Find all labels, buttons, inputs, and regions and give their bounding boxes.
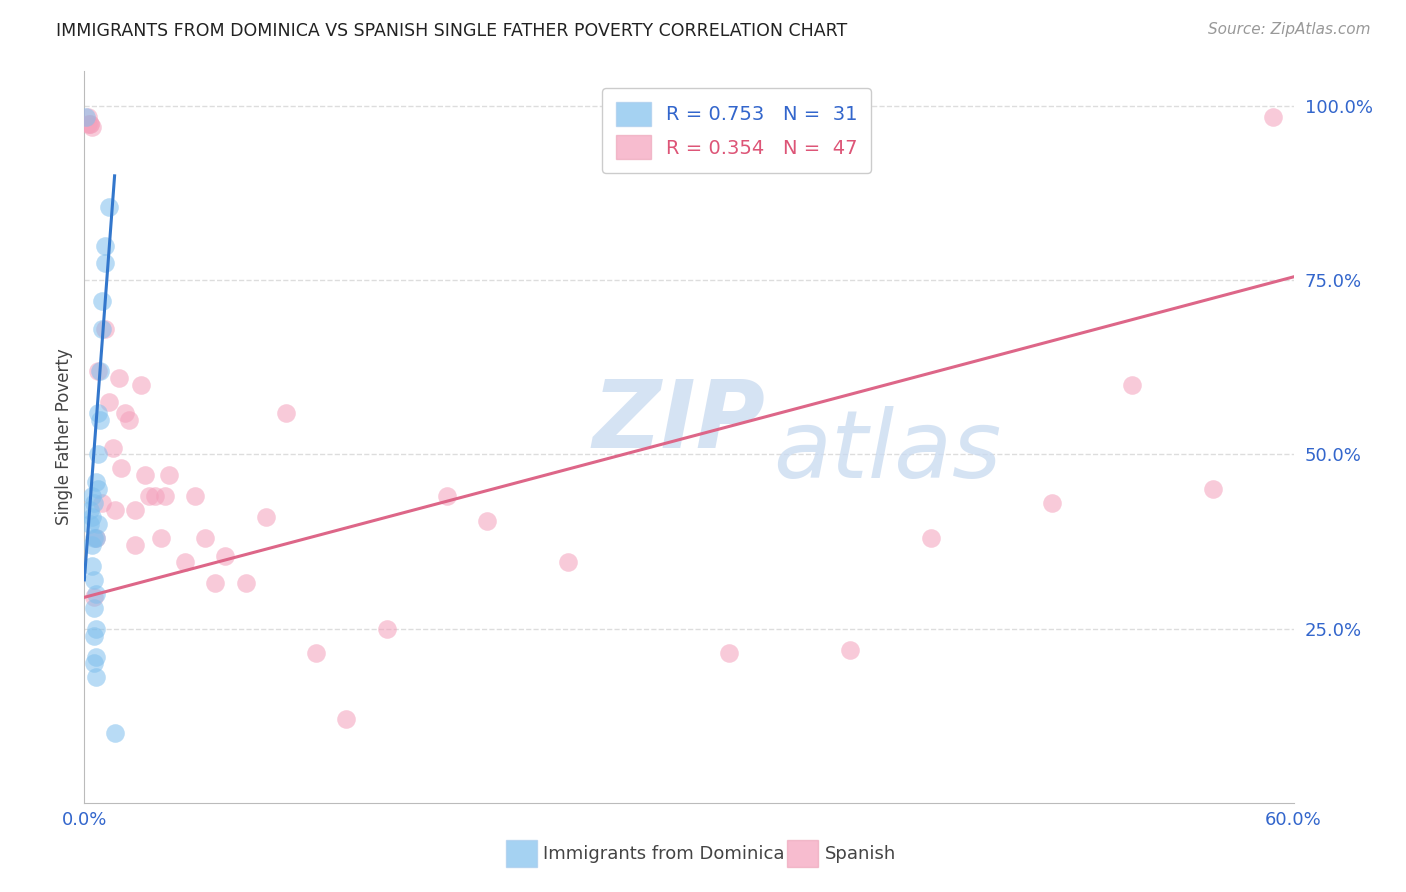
Point: [79, 503, 101, 517]
Point: [375, 622, 398, 636]
Point: [204, 576, 226, 591]
Point: [110, 461, 132, 475]
Point: [718, 646, 741, 660]
Point: [83, 629, 105, 643]
Point: [87, 517, 110, 532]
Point: [79, 117, 101, 131]
Point: [83, 657, 105, 671]
Point: [93, 256, 115, 270]
Point: [138, 489, 160, 503]
Point: [477, 514, 499, 528]
Point: [174, 556, 197, 570]
Y-axis label: Single Father Poverty: Single Father Poverty: [55, 349, 73, 525]
Point: [79, 517, 101, 532]
Point: [82, 489, 104, 503]
Point: [97, 395, 120, 409]
Point: [82, 538, 104, 552]
Point: [153, 489, 176, 503]
Point: [93, 322, 115, 336]
Text: IMMIGRANTS FROM DOMINICA VS SPANISH SINGLE FATHER POVERTY CORRELATION CHART: IMMIGRANTS FROM DOMINICA VS SPANISH SING…: [56, 22, 848, 40]
Point: [1121, 377, 1143, 392]
Point: [305, 646, 328, 660]
Point: [101, 441, 124, 455]
Point: [87, 483, 110, 497]
Point: [87, 364, 110, 378]
Point: [124, 538, 146, 552]
Point: [75, 110, 97, 124]
Point: [86, 587, 108, 601]
Point: [1202, 483, 1225, 497]
Point: [89, 412, 111, 426]
Point: [83, 600, 105, 615]
Point: [87, 406, 110, 420]
Text: atlas: atlas: [773, 406, 1002, 497]
Point: [184, 489, 207, 503]
Point: [1263, 110, 1285, 124]
Point: [157, 468, 180, 483]
Legend: R = 0.753   N =  31, R = 0.354   N =  47: R = 0.753 N = 31, R = 0.354 N = 47: [602, 88, 872, 173]
Point: [254, 510, 277, 524]
Point: [436, 489, 458, 503]
Point: [104, 503, 127, 517]
Text: Source: ZipAtlas.com: Source: ZipAtlas.com: [1208, 22, 1371, 37]
Point: [86, 649, 108, 664]
Point: [920, 531, 942, 545]
Point: [91, 294, 114, 309]
Point: [83, 573, 105, 587]
Point: [557, 556, 579, 570]
Point: [82, 120, 104, 134]
Point: [149, 531, 172, 545]
Point: [82, 510, 104, 524]
Point: [134, 468, 156, 483]
Point: [77, 110, 100, 124]
Text: Immigrants from Dominica: Immigrants from Dominica: [543, 845, 785, 863]
Text: Spanish: Spanish: [825, 845, 897, 863]
Point: [107, 371, 129, 385]
Point: [77, 117, 100, 131]
Point: [86, 531, 108, 545]
Point: [86, 475, 108, 490]
Point: [335, 712, 357, 726]
Point: [86, 670, 108, 684]
Point: [83, 591, 105, 605]
Point: [124, 503, 146, 517]
Point: [235, 576, 257, 591]
Point: [118, 412, 141, 426]
Point: [114, 406, 136, 420]
Point: [89, 364, 111, 378]
Point: [129, 377, 152, 392]
Point: [87, 448, 110, 462]
Point: [194, 531, 217, 545]
Text: ZIP: ZIP: [592, 376, 765, 468]
Point: [91, 496, 114, 510]
Point: [83, 496, 105, 510]
Point: [82, 558, 104, 573]
Point: [79, 117, 101, 131]
Point: [93, 238, 115, 252]
Point: [214, 549, 236, 563]
Point: [104, 726, 127, 740]
Point: [91, 322, 114, 336]
Point: [83, 531, 105, 545]
Point: [86, 531, 108, 545]
Point: [274, 406, 297, 420]
Point: [839, 642, 862, 657]
Point: [143, 489, 166, 503]
Point: [1040, 496, 1063, 510]
Point: [86, 622, 108, 636]
Point: [97, 200, 120, 214]
